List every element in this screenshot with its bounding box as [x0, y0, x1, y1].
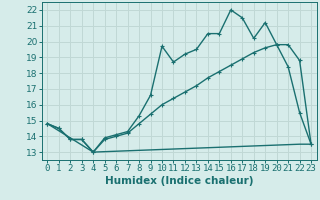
X-axis label: Humidex (Indice chaleur): Humidex (Indice chaleur) [105, 176, 253, 186]
